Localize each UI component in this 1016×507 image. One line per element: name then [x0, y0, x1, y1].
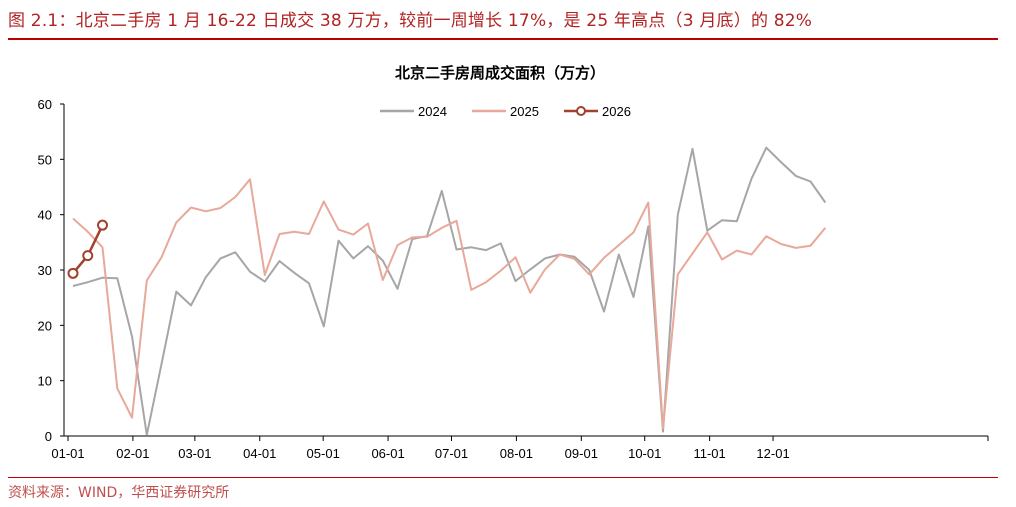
x-tick-label: 09-01 [565, 446, 598, 461]
x-tick-label: 04-01 [243, 446, 276, 461]
top-rule [8, 38, 998, 40]
x-tick-label: 07-01 [435, 446, 468, 461]
figure-heading: 图 2.1：北京二手房 1 月 16-22 日成交 38 万方，较前一周增长 1… [8, 11, 813, 31]
legend-label-2024: 2024 [418, 104, 447, 119]
source-note: 资料来源：WIND，华西证券研究所 [8, 485, 230, 501]
chart-axes: 0 10 20 30 40 50 60 01-01 02-01 03-01 04-01 05-01 06… [38, 97, 989, 461]
y-tick-label: 40 [38, 208, 52, 223]
x-tick-label: 06-01 [371, 446, 404, 461]
legend-marker-2026 [576, 106, 586, 116]
legend-label-2025: 2025 [510, 104, 539, 119]
y-tick-label: 20 [38, 318, 52, 333]
data-point-2026 [82, 250, 94, 262]
chart-title: 北京二手房周成交面积（万方） [395, 64, 605, 82]
chart-plot-area [67, 146, 827, 436]
x-tick-label: 01-01 [51, 446, 84, 461]
x-tick-label: 08-01 [500, 446, 533, 461]
x-tick-label: 03-01 [178, 446, 211, 461]
y-tick-label: 30 [38, 263, 52, 278]
series-line-2025 [72, 178, 827, 430]
data-point-2026 [67, 267, 79, 279]
y-tick-label: 60 [38, 97, 52, 112]
x-tick-label: 05-01 [307, 446, 340, 461]
y-tick-label: 10 [38, 374, 52, 389]
data-point-2026 [97, 219, 108, 231]
chart-legend: 2024 2025 2026 [380, 104, 631, 119]
x-tick-label: 10-01 [628, 446, 661, 461]
series-line-2024 [72, 146, 827, 436]
legend-label-2026: 2026 [602, 104, 631, 119]
y-tick-label: 50 [38, 152, 52, 167]
x-tick-label: 11-01 [693, 446, 725, 461]
bottom-rule [8, 477, 998, 478]
x-tick-label: 12-01 [756, 446, 789, 461]
y-tick-label: 0 [45, 429, 52, 444]
x-tick-label: 02-01 [116, 446, 149, 461]
